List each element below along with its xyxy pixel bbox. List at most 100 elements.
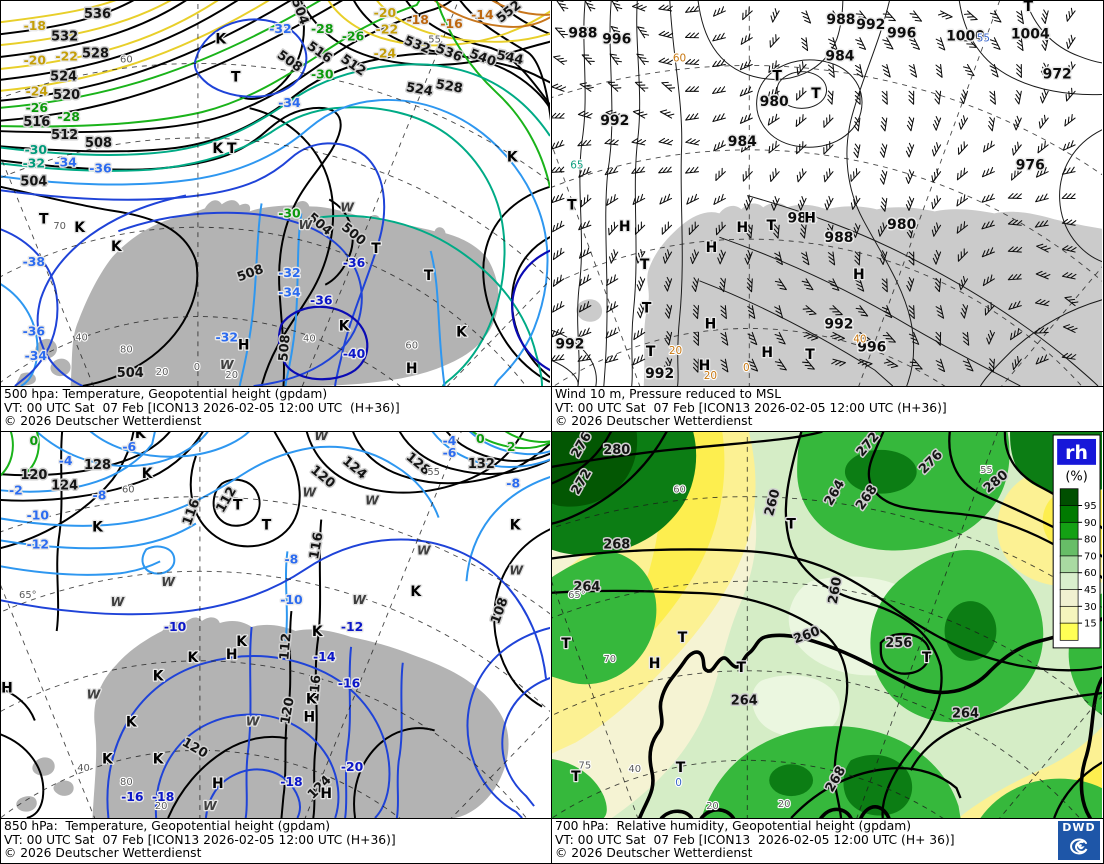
svg-text:-4: -4: [59, 453, 73, 468]
svg-text:992: 992: [555, 336, 584, 352]
svg-text:-10: -10: [280, 592, 303, 607]
svg-text:2: 2: [507, 439, 516, 454]
svg-text:T: T: [571, 769, 581, 785]
map-title: 500 hpa: Temperature, Geopotential heigh…: [4, 387, 328, 401]
svg-text:0: 0: [743, 362, 750, 374]
svg-text:70: 70: [53, 221, 66, 232]
valid-time: VT: 00 UTC Sat 07 Feb [ICON13 2026-02-05…: [555, 400, 947, 415]
svg-text:260: 260: [826, 576, 845, 605]
svg-text:1000: 1000: [946, 29, 985, 45]
svg-text:-26: -26: [342, 29, 364, 44]
svg-text:504: 504: [117, 366, 144, 381]
svg-text:T: T: [676, 760, 686, 776]
svg-text:280: 280: [603, 443, 630, 458]
svg-text:K: K: [236, 634, 248, 650]
svg-text:-2: -2: [9, 483, 23, 498]
svg-text:T: T: [811, 86, 821, 102]
rh-legend: rh (%) 95 90 80 70 60 45 30 15: [1052, 434, 1101, 649]
svg-text:30: 30: [1084, 602, 1097, 613]
copyright: © 2026 Deutscher Wetterdienst: [555, 846, 753, 860]
svg-text:-18: -18: [24, 18, 46, 33]
svg-text:T: T: [231, 69, 241, 85]
svg-text:W: W: [417, 542, 432, 557]
caption-850hpa: 850 hPa: Temperature, Geopotential heigh…: [1, 818, 551, 862]
svg-text:90: 90: [1084, 518, 1097, 529]
svg-text:-6: -6: [122, 439, 136, 454]
svg-text:-32: -32: [269, 21, 291, 36]
svg-text:-34: -34: [54, 155, 77, 170]
svg-text:60: 60: [673, 53, 686, 65]
svg-text:K: K: [74, 220, 86, 236]
svg-text:T: T: [678, 630, 688, 646]
humidity-shading: [552, 432, 1102, 818]
svg-text:K: K: [126, 714, 138, 730]
svg-text:516: 516: [23, 115, 50, 130]
svg-text:T: T: [561, 636, 571, 652]
svg-text:256: 256: [885, 636, 912, 651]
svg-text:996: 996: [887, 26, 916, 42]
svg-text:20: 20: [669, 345, 682, 357]
wind-barbs: [552, 1, 1079, 373]
svg-text:-18: -18: [152, 789, 174, 804]
svg-text:20: 20: [706, 801, 719, 812]
panel-wind10m-mslp: 988 996 992 988 992 996 1000 1004 984 980 984 976 97…: [552, 1, 1104, 432]
svg-text:-16: -16: [338, 676, 360, 691]
svg-text:-28: -28: [311, 21, 333, 36]
copyright: © 2026 Deutscher Wetterdienst: [555, 414, 753, 428]
svg-text:0: 0: [194, 362, 200, 373]
svg-text:H: H: [226, 647, 238, 663]
svg-text:-36: -36: [310, 293, 332, 308]
svg-text:988: 988: [568, 26, 597, 42]
svg-text:T: T: [424, 268, 434, 284]
svg-text:268: 268: [603, 537, 630, 552]
svg-text:W: W: [203, 798, 218, 813]
svg-text:520: 520: [53, 88, 80, 103]
svg-text:-34: -34: [278, 95, 301, 110]
svg-text:-14: -14: [471, 7, 494, 22]
svg-text:K: K: [312, 624, 324, 640]
svg-text:508: 508: [276, 334, 293, 362]
svg-text:80: 80: [120, 777, 133, 788]
svg-text:116: 116: [307, 531, 326, 560]
svg-text:-26: -26: [26, 100, 48, 115]
svg-text:992: 992: [824, 316, 853, 332]
svg-text:W: W: [314, 432, 329, 443]
caption-500hpa: 500 hpa: Temperature, Geopotential heigh…: [1, 386, 551, 430]
map-title: 850 hPa: Temperature, Geopotential heigh…: [4, 819, 331, 833]
svg-text:40: 40: [303, 333, 316, 344]
panel-500hpa: 536 532 528 524 520 516 512 508 504 516 512 508 504 5…: [1, 1, 552, 432]
svg-text:-24: -24: [26, 83, 49, 98]
svg-text:-36: -36: [23, 323, 45, 338]
svg-text:H: H: [619, 219, 631, 235]
svg-text:T: T: [646, 344, 656, 360]
svg-text:60: 60: [120, 55, 133, 66]
svg-text:-30: -30: [25, 142, 48, 157]
svg-text:992: 992: [600, 113, 629, 129]
svg-text:120: 120: [20, 468, 47, 483]
svg-text:-18: -18: [280, 774, 302, 789]
svg-text:984: 984: [728, 134, 757, 150]
svg-text:K: K: [215, 32, 227, 48]
svg-text:504: 504: [20, 175, 47, 190]
svg-text:-32: -32: [23, 156, 45, 171]
graticule: [552, 432, 1102, 818]
svg-text:-22: -22: [376, 22, 398, 37]
svg-text:75: 75: [579, 760, 592, 771]
antarctica-coastline: [637, 617, 1102, 818]
svg-text:264: 264: [731, 694, 758, 709]
svg-text:988: 988: [824, 230, 853, 246]
svg-text:K: K: [456, 324, 468, 340]
svg-text:H: H: [649, 656, 661, 672]
svg-text:H: H: [736, 220, 748, 236]
svg-text:-28: -28: [57, 109, 79, 124]
svg-text:60: 60: [122, 485, 135, 496]
svg-text:T: T: [1024, 1, 1034, 15]
svg-text:T: T: [567, 197, 577, 213]
svg-text:980: 980: [887, 217, 916, 233]
svg-text:15: 15: [1084, 619, 1097, 630]
svg-text:H: H: [238, 337, 250, 353]
svg-text:528: 528: [435, 77, 464, 96]
svg-text:H: H: [1, 681, 13, 697]
svg-text:rh: rh: [1065, 442, 1088, 464]
